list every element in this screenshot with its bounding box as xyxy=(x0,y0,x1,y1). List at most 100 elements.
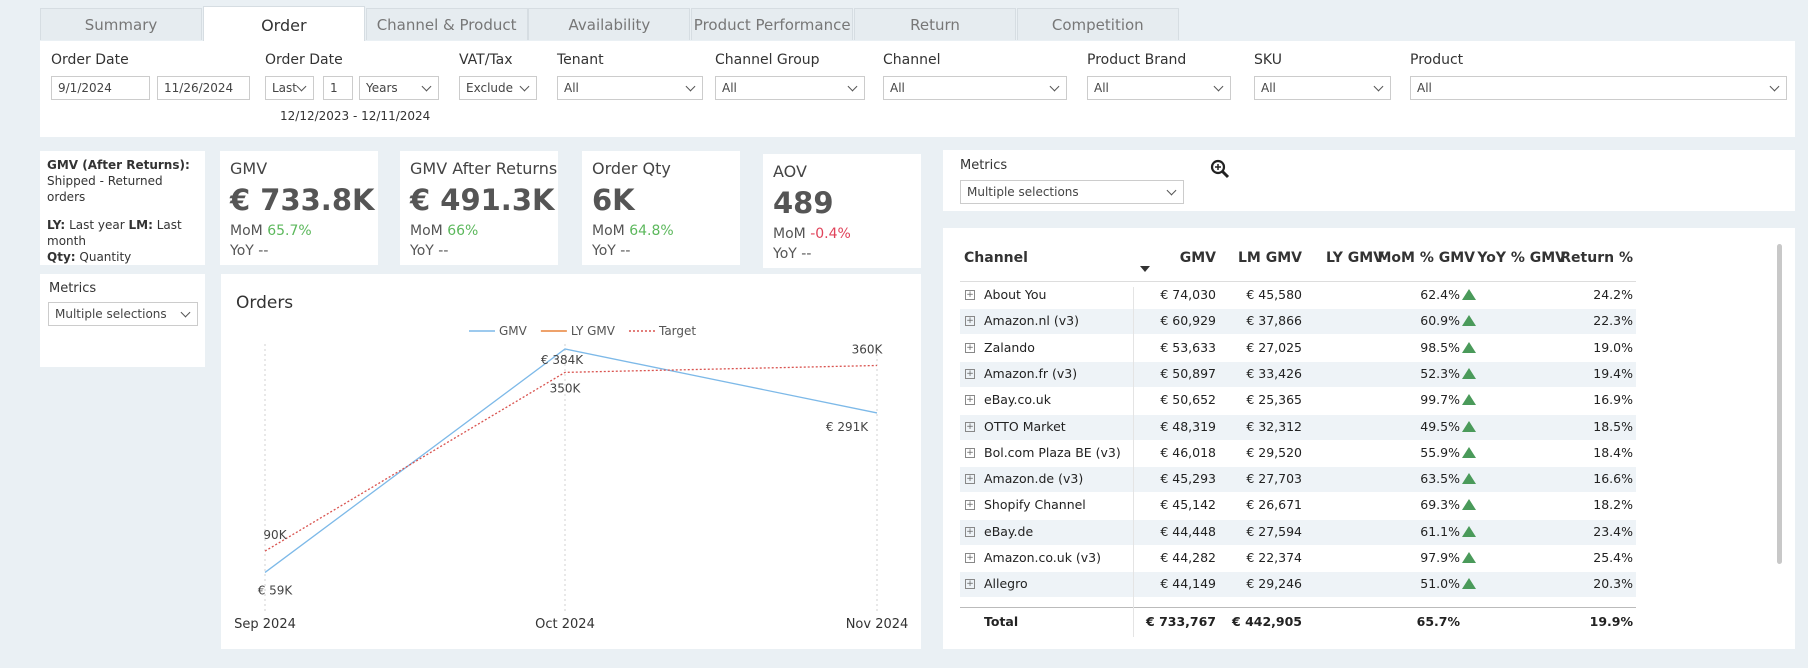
expand-icon[interactable]: + xyxy=(965,447,975,458)
metrics-dropdown[interactable]: Multiple selections xyxy=(960,180,1184,204)
expand-icon[interactable]: + xyxy=(965,526,975,537)
channel-name: Zalando xyxy=(984,339,1035,355)
note-def: Quantity xyxy=(79,250,132,264)
gmv-cell: € 50,897 xyxy=(1160,365,1216,381)
expand-icon[interactable]: + xyxy=(965,474,975,485)
mom-value: 65.7% xyxy=(267,223,312,239)
expand-icon[interactable]: + xyxy=(965,290,975,300)
kpi-yoy: YoY -- xyxy=(410,243,448,259)
scrollbar[interactable] xyxy=(1777,244,1782,564)
tab[interactable]: Order xyxy=(202,6,365,42)
column-divider xyxy=(1133,287,1134,637)
filter-dropdown[interactable]: All xyxy=(715,76,865,100)
mom-cell: 97.9% xyxy=(1420,550,1460,565)
tab[interactable]: Competition xyxy=(1016,8,1179,40)
note-term: Qty: xyxy=(47,250,76,264)
zoom-icon[interactable] xyxy=(1209,158,1231,180)
gmv-cell: € 46,018 xyxy=(1160,444,1216,460)
mom-label: MoM xyxy=(230,223,263,239)
series-line xyxy=(264,364,878,552)
row-band xyxy=(960,361,1636,387)
tab[interactable]: Product Performance xyxy=(691,8,854,40)
tab[interactable]: Summary xyxy=(40,8,202,40)
channel-name: Amazon.fr (v3) xyxy=(984,365,1078,381)
column-header: GMV xyxy=(1179,250,1216,266)
trend-icon xyxy=(1462,552,1476,563)
trend-icon xyxy=(1462,367,1476,379)
header-rule xyxy=(960,281,1636,282)
filter-label: Channel xyxy=(883,52,941,68)
total-label: Total xyxy=(984,614,1019,629)
mom-cell: 60.9% xyxy=(1420,313,1460,329)
relative-mode[interactable]: Last xyxy=(265,76,314,100)
filter-dropdown[interactable]: All xyxy=(1410,76,1787,100)
metrics-dropdown[interactable]: Multiple selections xyxy=(48,302,198,326)
return-cell: 20.3% xyxy=(1593,576,1633,592)
channel-name: OTTO Market xyxy=(984,418,1066,434)
gmv-cell: € 74,030 xyxy=(1160,287,1216,302)
relative-count[interactable]: 1 xyxy=(323,76,353,100)
note-term: GMV (After Returns): xyxy=(47,158,190,172)
expand-icon[interactable]: + xyxy=(965,553,975,563)
yoy-label: YoY xyxy=(592,243,616,259)
tab[interactable]: Return xyxy=(854,8,1016,40)
mom-value: 66% xyxy=(447,223,479,239)
lm-gmv-cell: € 29,520 xyxy=(1246,444,1302,460)
return-cell: 22.3% xyxy=(1593,313,1633,329)
filter-dropdown[interactable]: All xyxy=(1254,76,1391,100)
gmv-cell: € 44,282 xyxy=(1160,550,1216,565)
kpi-card: AOV 489 MoM -0.4% YoY -- xyxy=(763,154,921,268)
chart-title: Orders xyxy=(236,293,293,313)
date-range: 12/12/2023 - 12/11/2024 xyxy=(280,109,431,123)
column-header: LY GMV xyxy=(1325,250,1384,266)
return-cell: 18.5% xyxy=(1593,418,1633,434)
column-header: Channel xyxy=(964,250,1028,266)
filter-label: Tenant xyxy=(557,52,604,68)
expand-icon[interactable]: + xyxy=(965,342,975,353)
mom-cell: 69.3% xyxy=(1420,497,1460,513)
mom-label: MoM xyxy=(592,223,625,239)
filter-dropdown[interactable]: All xyxy=(883,76,1067,100)
trend-icon xyxy=(1462,499,1476,511)
filter-dropdown[interactable]: Exclude xyxy=(459,76,537,100)
kpi-title: Order Qty xyxy=(592,159,671,178)
mom-cell: 55.9% xyxy=(1420,444,1460,460)
kpi-yoy: YoY -- xyxy=(592,243,630,259)
expand-icon[interactable]: + xyxy=(965,421,975,432)
kpi-mom: MoM 65.7% xyxy=(230,223,312,239)
mom-cell: 62.4% xyxy=(1420,287,1460,302)
return-cell: 18.2% xyxy=(1593,497,1633,513)
date-start[interactable]: 9/1/2024 xyxy=(51,76,150,100)
filter-dropdown[interactable]: All xyxy=(557,76,703,100)
lm-gmv-cell: € 29,246 xyxy=(1246,576,1302,592)
mom-cell: 61.1% xyxy=(1420,523,1460,539)
mom-cell: 98.5% xyxy=(1420,339,1460,355)
expand-icon[interactable]: + xyxy=(965,316,975,327)
expand-icon[interactable]: + xyxy=(965,500,975,511)
filter-dropdown[interactable]: All xyxy=(1087,76,1231,100)
return-cell: 24.2% xyxy=(1593,287,1633,302)
data-label: 360K xyxy=(852,343,884,357)
column-header: YoY % GMV xyxy=(1477,250,1566,266)
relative-unit[interactable]: Years xyxy=(359,76,439,100)
tab[interactable]: Availability xyxy=(528,8,691,40)
row-band xyxy=(960,519,1636,545)
kpi-title: GMV After Returns xyxy=(410,159,558,178)
expand-icon[interactable]: + xyxy=(965,579,975,590)
gmv-cell: € 45,293 xyxy=(1160,471,1216,487)
expand-icon[interactable]: + xyxy=(965,368,975,379)
yoy-label: YoY xyxy=(230,243,254,259)
metrics-card: Metrics Multiple selections xyxy=(40,274,205,367)
orders-chart: Orders Sep 2024 Oct 2024 Nov 2024 GMV LY GMV… xyxy=(234,293,908,632)
lm-gmv-cell: € 27,703 xyxy=(1246,471,1302,487)
row-band xyxy=(960,467,1636,493)
note-def: Last month xyxy=(47,218,182,248)
date-end[interactable]: 11/26/2024 xyxy=(157,76,250,100)
tab[interactable]: Channel & Product xyxy=(365,8,528,40)
expand-icon[interactable]: + xyxy=(965,395,975,406)
trend-icon xyxy=(1462,341,1476,353)
trend-icon xyxy=(1462,289,1476,300)
mom-label: MoM xyxy=(773,226,806,242)
metrics-card: Metrics Multiple selections xyxy=(943,150,1795,211)
channel-name: Allegro xyxy=(984,576,1028,592)
